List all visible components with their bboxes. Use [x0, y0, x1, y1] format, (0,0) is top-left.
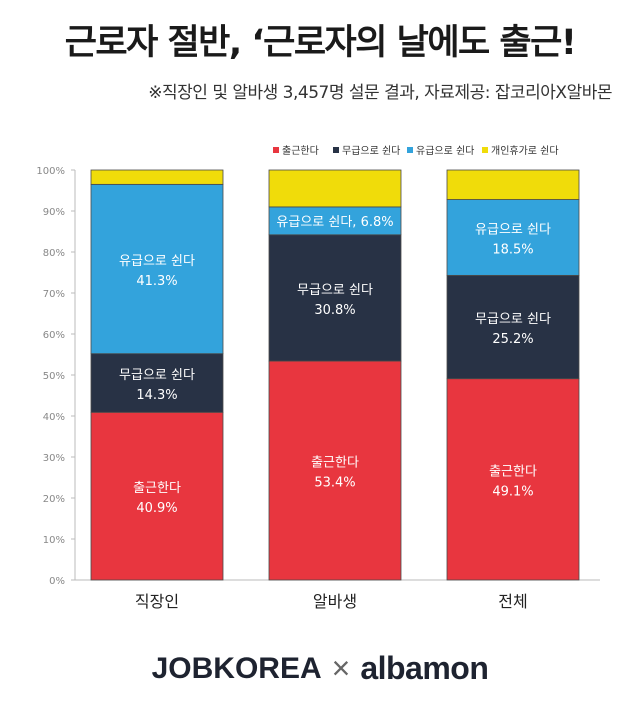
- data-label-name: 무급으로 쉰다: [475, 312, 551, 327]
- data-label-name: 출근한다: [133, 481, 181, 496]
- y-tick-label: 60%: [43, 330, 65, 341]
- data-label-value: 30.8%: [314, 303, 355, 318]
- data-label-name: 유급으로 쉰다: [119, 254, 195, 269]
- bar-segment: [268, 234, 402, 362]
- bar-segment: [446, 274, 580, 380]
- legend-label: 유급으로 쉰다: [416, 145, 474, 157]
- data-label-value: 41.3%: [136, 274, 177, 289]
- bar-segment: [268, 206, 402, 236]
- footer-logos: JOBKOREA × albamon: [0, 650, 640, 687]
- y-tick-label: 70%: [43, 289, 65, 300]
- stacked-bar-chart: 0% 10% 20% 30% 40% 50% 60% 70% 80% 90% 100% 출근한다 40.…: [36, 145, 600, 610]
- y-tick-label: 50%: [43, 371, 65, 382]
- data-label-value: 14.3%: [136, 388, 177, 403]
- data-label-value: 25.2%: [492, 332, 533, 347]
- legend-label: 개인휴가로 쉰다: [491, 145, 559, 157]
- chart-subtitle: ※직장인 및 알바생 3,457명 설문 결과, 자료제공: 잡코리아X알바몬: [148, 83, 612, 103]
- data-label-name: 무급으로 쉰다: [119, 368, 195, 383]
- data-label-value: 18.5%: [492, 242, 533, 257]
- bar-segment: [90, 411, 224, 581]
- logo-separator: ×: [331, 650, 351, 686]
- y-tick-label: 100%: [36, 166, 65, 177]
- legend-label: 무급으로 쉰다: [342, 145, 400, 157]
- bar-segment: [446, 378, 580, 581]
- legend-swatch: [273, 147, 279, 153]
- legend-swatch: [333, 147, 339, 153]
- legend-swatch: [407, 147, 413, 153]
- bar-segment: [446, 199, 580, 276]
- legend-label: 출근한다: [282, 145, 319, 157]
- y-tick-label: 80%: [43, 248, 65, 259]
- y-tick-label: 0%: [49, 576, 65, 587]
- y-tick-label: 40%: [43, 412, 65, 423]
- data-label-value: 40.9%: [136, 501, 177, 516]
- y-tick-label: 90%: [43, 207, 65, 218]
- bar-segment: [268, 360, 402, 581]
- chart-title: 근로자 절반, ‘근로자의 날에도 출근!: [64, 23, 577, 63]
- x-category-label: 알바생: [313, 592, 357, 610]
- y-tick-label: 30%: [43, 453, 65, 464]
- data-label-name: 유급으로 쉰다: [475, 222, 551, 237]
- data-label-name: 출근한다: [489, 464, 537, 479]
- data-label-value: 53.4%: [314, 476, 355, 491]
- data-label: 유급으로 쉰다, 6.8%: [276, 215, 393, 230]
- x-category-label: 전체: [498, 592, 527, 610]
- y-tick-label: 10%: [43, 535, 65, 546]
- data-label-value: 49.1%: [492, 484, 533, 499]
- bar-segment: [90, 183, 224, 355]
- data-label-name: 무급으로 쉰다: [297, 283, 373, 298]
- bar-segment: [268, 169, 402, 208]
- jobkorea-logo: JOBKOREA: [151, 651, 322, 685]
- bar-segment: [446, 169, 580, 200]
- y-tick-label: 20%: [43, 494, 65, 505]
- x-category-label: 직장인: [135, 592, 179, 610]
- bar-segment: [90, 353, 224, 413]
- legend-swatch: [482, 147, 488, 153]
- albamon-logo: albamon: [360, 650, 489, 686]
- data-label-name: 출근한다: [311, 456, 359, 471]
- bar-segment: [90, 169, 224, 185]
